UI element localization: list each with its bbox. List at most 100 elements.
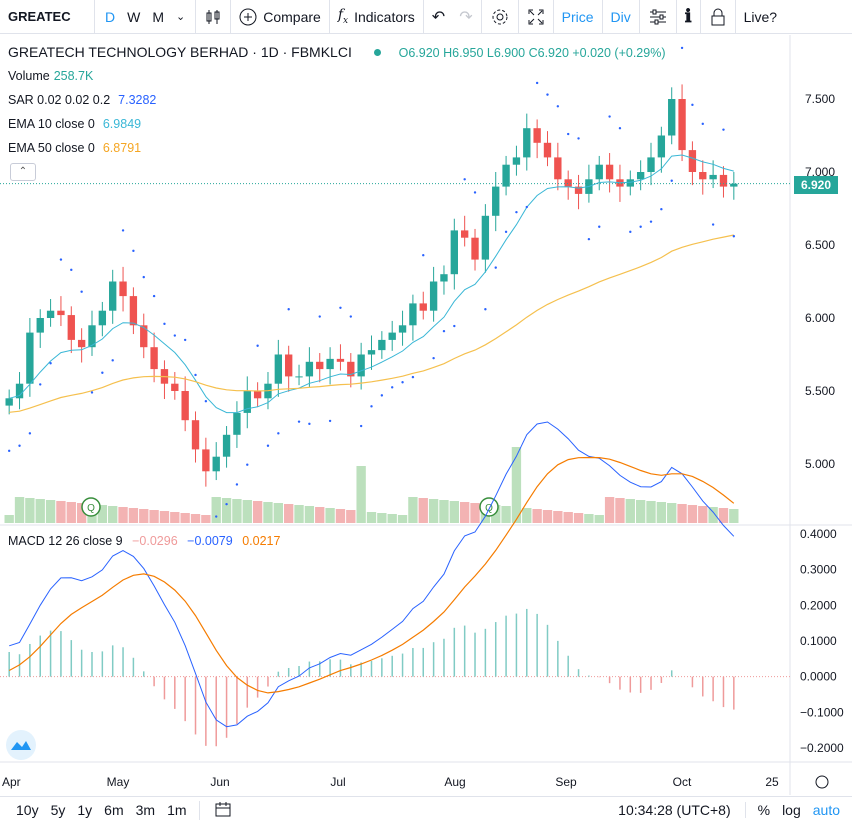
volume-bar [687, 505, 698, 523]
symbol-search[interactable]: GREATEC [0, 0, 95, 34]
redo-icon[interactable]: ↷ [459, 8, 473, 26]
interval-d[interactable]: D [105, 8, 116, 25]
chart-type-button[interactable] [196, 0, 232, 34]
gear-icon [492, 9, 508, 24]
lock-button[interactable] [701, 0, 736, 34]
candle-body [595, 164, 603, 180]
percent-toggle[interactable]: % [744, 802, 776, 818]
candle-body [419, 303, 427, 311]
sar-dot [215, 515, 218, 518]
interval-m[interactable]: M [152, 8, 165, 25]
volume-bar [170, 512, 180, 523]
candle-body [140, 325, 148, 348]
calendar-icon [215, 801, 231, 816]
ema10-line [9, 154, 734, 414]
sar-dot [7, 449, 11, 453]
ema10-legend[interactable]: EMA 10 close 0 6.9849 [8, 117, 141, 131]
macd-axis-label: 0.1000 [800, 634, 837, 648]
sar-value: 7.3282 [118, 93, 157, 107]
chart-canvas[interactable]: 7.500 7.000 6.500 6.000 5.500 5.000 0.4000 0.30… [0, 35, 852, 795]
candle-body [533, 128, 541, 143]
range-3m[interactable]: 3m [135, 802, 156, 818]
volume-bar [4, 515, 14, 523]
sar-dot [70, 268, 73, 272]
ema50-label: EMA 50 close 0 [8, 141, 95, 155]
collapse-legend-button[interactable]: ⌃ [10, 163, 36, 181]
volume-bar [594, 515, 604, 523]
sar-dot [328, 419, 332, 423]
sar-dot [194, 373, 197, 377]
fx-icon: fx [337, 7, 349, 26]
live-button[interactable]: Live? [736, 0, 785, 34]
sar-dot [587, 237, 591, 241]
settings-button[interactable] [482, 0, 519, 34]
status-dot-icon [373, 49, 381, 56]
price-axis-label: 6.000 [805, 311, 835, 325]
undo-icon[interactable]: ↶ [431, 8, 446, 26]
sar-dot [577, 137, 580, 140]
compare-button[interactable]: Compare [231, 0, 330, 34]
candle-body [554, 157, 562, 180]
sar-dot [494, 266, 497, 269]
price-button[interactable]: Price [554, 0, 603, 34]
volume-legend[interactable]: Volume 258.7K [8, 69, 93, 83]
range-5y[interactable]: 5y [50, 802, 66, 818]
volume-bar [677, 504, 687, 523]
time-axis-label: Aug [444, 775, 465, 789]
volume-bar [180, 513, 190, 523]
chevron-down-icon[interactable]: ⌄ [176, 11, 186, 23]
volume-bar [584, 514, 594, 523]
time-axis-label: Jul [330, 775, 345, 789]
log-toggle[interactable]: log [782, 802, 801, 818]
volume-bar [501, 506, 511, 523]
candle-body [253, 391, 262, 399]
candle-body [512, 157, 521, 165]
candle-body [285, 354, 293, 377]
symbol-title: GREATECH TECHNOLOGY BERHAD · 1D · FBMKLC… [8, 44, 352, 60]
earnings-marker-label: Q [87, 503, 95, 514]
time-axis-label: Sep [555, 775, 577, 789]
candle-body [636, 172, 645, 180]
candle-body [429, 281, 438, 311]
fullscreen-button[interactable] [519, 0, 554, 34]
sliders-button[interactable] [640, 0, 677, 34]
range-1m[interactable]: 1m [167, 802, 187, 818]
time-axis-label: Apr [2, 775, 21, 789]
volume-bar [335, 509, 346, 523]
sar-dot [380, 394, 384, 397]
candle-body [233, 412, 241, 435]
ema50-legend[interactable]: EMA 50 close 0 6.8791 [8, 141, 141, 155]
volume-bar [377, 513, 387, 523]
volume-bar [604, 497, 615, 523]
macd-legend[interactable]: MACD 12 26 close 9 −0.0296 −0.0079 0.021… [8, 534, 280, 548]
sar-dot [711, 223, 715, 226]
sar-dot [349, 315, 352, 318]
sar-dot [618, 127, 622, 130]
volume-bar [190, 514, 201, 523]
time-axis-label: Jun [210, 775, 229, 789]
ema10-label: EMA 10 close 0 [8, 117, 95, 131]
sar-dot [132, 249, 135, 253]
div-button[interactable]: Div [603, 0, 640, 34]
candle-body [502, 164, 510, 187]
sar-legend[interactable]: SAR 0.02 0.02 0.2 7.3282 [8, 93, 156, 107]
candle-body [171, 383, 179, 391]
interval-w[interactable]: W [127, 8, 141, 25]
sar-dot [660, 208, 663, 211]
candle-body [212, 456, 220, 472]
sliders-icon [649, 9, 666, 24]
last-price-tag: 6.920 [794, 176, 838, 194]
clock[interactable]: 10:34:28 (UTC+8) [618, 802, 731, 818]
info-button[interactable]: ℹ [677, 0, 701, 34]
indicators-button[interactable]: fx Indicators [330, 0, 424, 34]
sar-dot [163, 322, 166, 326]
range-10y[interactable]: 10y [16, 802, 39, 818]
range-1y[interactable]: 1y [77, 802, 93, 818]
volume-bar [615, 498, 625, 523]
candle-body [5, 398, 13, 406]
tradingview-logo[interactable] [6, 730, 36, 760]
auto-toggle[interactable]: auto [812, 802, 840, 818]
candle-body [440, 274, 448, 282]
range-6m[interactable]: 6m [104, 802, 124, 818]
goto-date-button[interactable] [198, 800, 238, 820]
